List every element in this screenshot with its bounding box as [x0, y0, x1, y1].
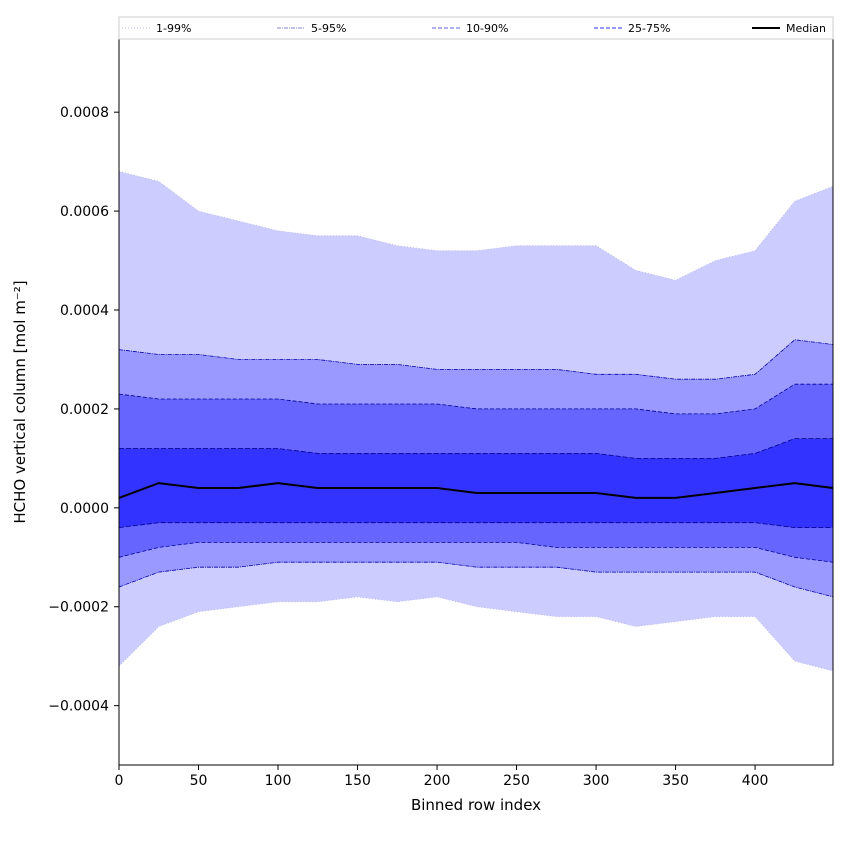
y-axis: −0.0004 −0.0002 0.0000 0.0002 0.0004 0.0006 0.…	[48, 105, 119, 715]
band-5-95pct-lower-line	[118, 561, 834, 598]
band-5-95pct-upper-line	[118, 339, 834, 380]
x-tick-label: 200	[424, 773, 451, 789]
x-tick-label: 400	[742, 773, 769, 789]
x-tick-label: 250	[503, 773, 530, 789]
legend: 1-99% 5-95% 10-90% 25-75% Median	[118, 16, 834, 40]
band-10-90pct-upper-line	[118, 383, 833, 415]
y-tick-label: −0.0004	[48, 699, 109, 715]
y-tick-label: 0.0006	[60, 204, 109, 220]
x-tick-label: 100	[265, 773, 292, 789]
median-line	[118, 482, 834, 499]
y-tick-label: 0.0004	[60, 303, 109, 319]
x-tick-label: 300	[583, 773, 610, 789]
band-25-75pct	[119, 438, 833, 528]
legend-label: 10-90%	[466, 22, 508, 35]
band-25-75pct-upper-line	[119, 438, 833, 459]
legend-frame	[118, 16, 834, 40]
y-tick-label: 0.0000	[60, 501, 109, 517]
y-tick-label: 0.0002	[60, 402, 109, 418]
x-axis: 0 50 100 150 200 250 300 350 400	[115, 765, 769, 789]
median-line-layer	[118, 482, 834, 499]
bands-layer	[119, 171, 833, 671]
x-tick-label: 350	[662, 773, 689, 789]
y-tick-label: −0.0002	[48, 600, 109, 616]
legend-label: 5-95%	[311, 22, 346, 35]
legend-label: 25-75%	[628, 22, 670, 35]
legend-label: 1-99%	[156, 22, 191, 35]
x-axis-label: Binned row index	[411, 796, 541, 814]
legend-label: Median	[786, 22, 826, 35]
x-tick-label: 150	[344, 773, 371, 789]
y-tick-label: 0.0008	[60, 105, 109, 121]
band-25-75pct-lower-line	[118, 522, 833, 528]
percentile-lines-layer	[118, 171, 834, 672]
band-1-99pct-lower-line	[118, 596, 834, 672]
x-tick-label: 0	[115, 773, 124, 789]
band-1-99pct-upper-line	[118, 171, 834, 281]
band-10-90pct-lower-line	[118, 542, 834, 563]
y-axis-label: HCHO vertical column [mol m⁻²]	[11, 280, 29, 523]
x-tick-label: 50	[190, 773, 208, 789]
